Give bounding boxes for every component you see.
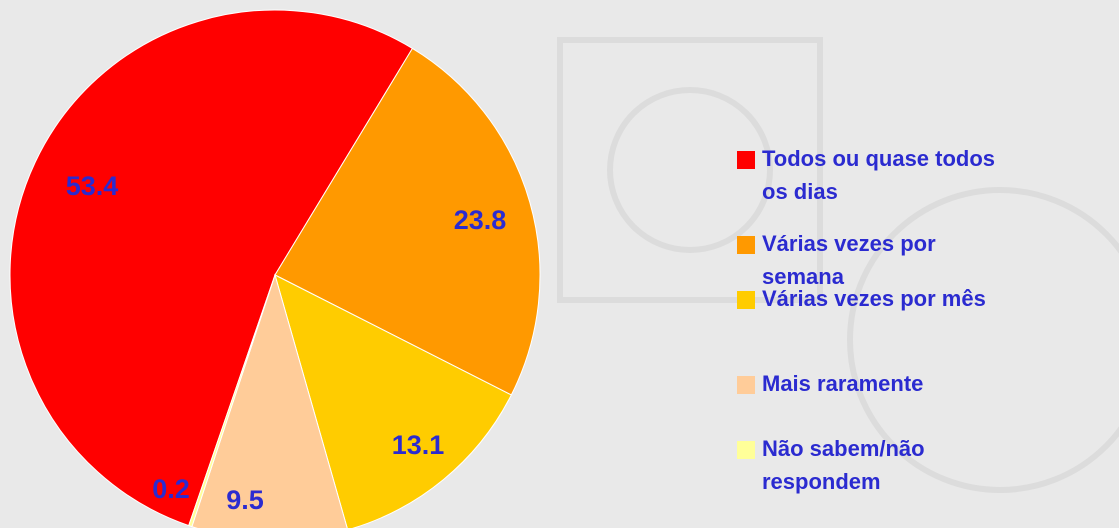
legend-label: Não sabem/não bbox=[762, 436, 925, 461]
legend-swatch bbox=[737, 291, 755, 309]
legend-label: respondem bbox=[762, 469, 881, 494]
legend-label: Mais raramente bbox=[762, 371, 923, 396]
legend-swatch bbox=[737, 376, 755, 394]
legend-label: Várias vezes por mês bbox=[762, 286, 986, 311]
data-label: 0.2 bbox=[152, 474, 190, 504]
chart: 53.4 23.8 13.1 9.5 0.2 Todos ou quase todos os… bbox=[0, 0, 1119, 528]
data-label: 23.8 bbox=[454, 205, 507, 235]
legend-swatch bbox=[737, 441, 755, 459]
data-label: 13.1 bbox=[392, 430, 445, 460]
legend-label: Todos ou quase todos bbox=[762, 146, 995, 171]
legend-label: os dias bbox=[762, 179, 838, 204]
data-label: 53.4 bbox=[66, 171, 119, 201]
legend-swatch bbox=[737, 236, 755, 254]
data-label: 9.5 bbox=[226, 485, 264, 515]
legend-swatch bbox=[737, 151, 755, 169]
legend-label: Várias vezes por bbox=[762, 231, 936, 256]
